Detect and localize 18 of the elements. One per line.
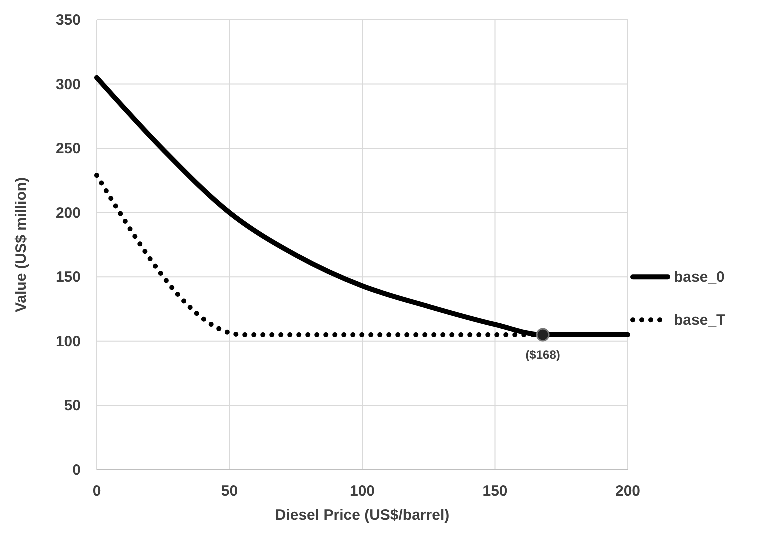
x-axis-title: Diesel Price (US$/barrel)	[275, 507, 450, 524]
y-tick-label: 100	[56, 333, 81, 350]
x-tick-label: 150	[482, 483, 508, 500]
legend-label: base_T	[674, 312, 726, 330]
y-tick-label: 350	[56, 12, 81, 29]
x-tick-label: 100	[350, 483, 376, 500]
annotation: ($168)	[526, 348, 560, 362]
y-tick-label: 300	[56, 76, 81, 94]
x-tick-label: 50	[221, 483, 238, 500]
legend-label: base_0	[674, 269, 725, 286]
x-tick-label: 200	[615, 483, 641, 500]
y-tick-label: 250	[56, 140, 81, 158]
y-axis-title: Value (US$ million)	[13, 177, 30, 313]
y-tick-label: 150	[56, 269, 81, 286]
x-tick-label: 0	[92, 483, 102, 500]
y-tick-label: 50	[64, 398, 81, 415]
y-tick-label: 0	[72, 462, 81, 479]
y-tick-label: 200	[56, 204, 81, 222]
